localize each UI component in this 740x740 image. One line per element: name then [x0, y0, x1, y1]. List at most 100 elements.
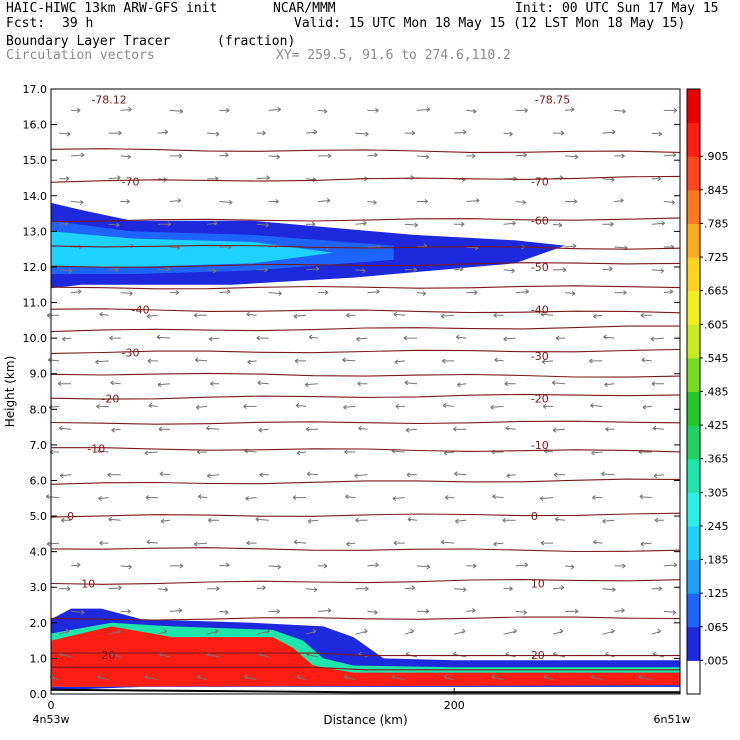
- vector-arrow: [169, 290, 180, 296]
- colorbar-swatch: [687, 626, 700, 661]
- vector-arrow: [591, 674, 603, 681]
- vector-arrow: [565, 608, 579, 614]
- vector-arrow: [71, 289, 82, 295]
- contour-label: -20: [531, 393, 549, 406]
- vector-arrow: [663, 609, 677, 615]
- forecast-label: Fcst:: [6, 16, 46, 31]
- x-tick-label: 200: [444, 699, 465, 712]
- vector-arrow: [453, 426, 467, 432]
- vector-arrow: [346, 312, 356, 318]
- vector-arrow: [395, 403, 405, 409]
- contour-label: -70: [531, 176, 549, 189]
- contour-line: [51, 652, 680, 657]
- vector-arrow: [355, 586, 369, 592]
- vector-arrow: [407, 516, 417, 522]
- y-tick-label: 2.0: [30, 617, 48, 630]
- colorbar-label: .785: [704, 217, 729, 230]
- model-title: HAIC-HIWC 13km ARW-GFS init: [6, 1, 218, 16]
- vector-arrow: [504, 381, 516, 387]
- vector-arrow: [195, 404, 208, 410]
- contour-label: -78.12: [91, 94, 126, 107]
- vector-arrow: [147, 358, 158, 364]
- vector-arrow: [355, 517, 368, 523]
- contour-line: [50, 325, 680, 333]
- vector-arrow: [59, 176, 70, 182]
- colorbar-swatch: [687, 357, 700, 392]
- vector-arrow: [97, 674, 109, 681]
- vector-arrow: [663, 107, 678, 113]
- vector-arrow: [404, 267, 418, 273]
- vector-arrow: [58, 425, 72, 431]
- vector-arrow: [99, 311, 109, 317]
- vector-arrow: [160, 518, 170, 524]
- vector-arrow: [505, 425, 516, 431]
- contour-label: -40: [132, 304, 150, 317]
- vector-arrow: [654, 517, 664, 523]
- vector-arrow: [196, 674, 208, 681]
- vector-arrow: [554, 516, 566, 522]
- vector-arrow: [493, 312, 504, 318]
- vector-arrow: [45, 494, 60, 500]
- vector-arrow: [403, 335, 417, 341]
- vector-arrow: [541, 359, 554, 365]
- vector-arrow: [59, 268, 73, 274]
- colorbar-swatch: [687, 525, 700, 561]
- contour-line: [50, 547, 681, 553]
- plot-frame: [50, 88, 681, 695]
- contour-label: -60: [531, 215, 549, 228]
- circulation-vectors: [45, 106, 678, 681]
- vector-arrow: [457, 382, 467, 388]
- contour-label: 20: [101, 649, 115, 662]
- vector-arrow: [268, 106, 281, 112]
- vector-arrow: [318, 607, 332, 613]
- colorbar-swatch: [687, 425, 700, 460]
- vector-arrow: [46, 312, 60, 318]
- vector-arrow: [344, 674, 356, 681]
- vector-arrow: [614, 563, 626, 569]
- contour-line: [50, 244, 681, 250]
- colorbar-swatch: [687, 189, 700, 224]
- vector-arrow: [515, 609, 527, 615]
- vector-arrow: [602, 518, 615, 524]
- contour-label: -10: [531, 439, 549, 452]
- vector-arrow: [367, 609, 378, 615]
- field-units: (fraction): [217, 34, 296, 49]
- vector-arrow: [652, 425, 664, 431]
- vector-arrow: [246, 540, 257, 546]
- vector-arrow: [640, 312, 652, 318]
- colorbar-label: .665: [704, 285, 729, 298]
- vector-arrow: [46, 541, 60, 547]
- vector-arrow: [257, 380, 269, 386]
- vector-arrow: [552, 222, 563, 228]
- vector-arrow: [590, 402, 603, 408]
- vector-arrow: [71, 152, 85, 158]
- vector-arrow: [367, 200, 377, 205]
- vector-arrow: [494, 357, 504, 363]
- contour-line: [50, 372, 681, 378]
- contour-line: [50, 148, 681, 153]
- vector-arrow: [357, 381, 368, 387]
- vector-arrow: [268, 608, 280, 614]
- contour-line: [50, 285, 681, 290]
- vector-arrow: [246, 311, 257, 317]
- vector-arrow: [318, 290, 329, 296]
- vector-arrow: [565, 106, 575, 112]
- vector-arrow: [207, 473, 220, 479]
- vector-arrow: [144, 674, 158, 681]
- vector-arrow: [108, 628, 121, 635]
- vector-arrow: [256, 585, 266, 591]
- vector-arrow: [651, 628, 662, 635]
- vector-arrow: [367, 107, 379, 113]
- vector-arrow: [258, 427, 269, 433]
- colorbar-swatch: [687, 223, 700, 258]
- vector-arrow: [565, 199, 578, 204]
- contour-label: -10: [87, 442, 105, 455]
- vector-arrow: [255, 516, 269, 522]
- vector-arrow: [219, 107, 230, 113]
- vector-arrow: [639, 494, 652, 500]
- vector-arrow: [503, 220, 516, 226]
- contour-label: 0: [67, 510, 74, 523]
- colorbar-label: .365: [704, 453, 729, 466]
- vector-arrow: [108, 130, 122, 136]
- vector-arrow: [318, 563, 328, 569]
